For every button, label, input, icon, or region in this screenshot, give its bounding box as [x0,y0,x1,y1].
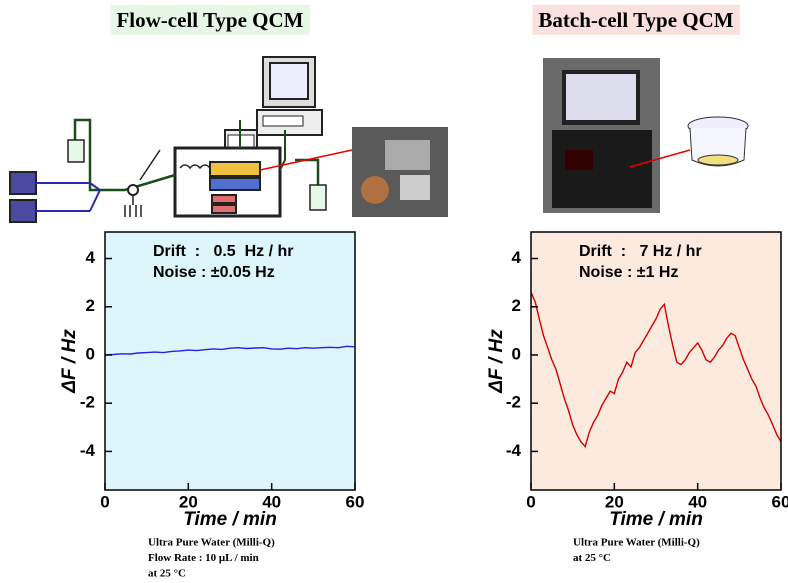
x-tick-label: 40 [688,492,707,511]
annotation: Drift : 7 Hz / hr [579,243,702,260]
y-tick-label: -4 [80,441,96,460]
x-tick-label: 60 [772,492,788,511]
y-tick-label: 0 [512,344,521,363]
x-tick-label: 0 [526,492,535,511]
plot-frame [530,231,782,491]
plot-frame [104,231,356,491]
data-line [531,292,781,449]
y-tick-label: -2 [506,393,521,412]
y-axis-label: ΔF / Hz [59,329,80,394]
x-tick-label: 20 [179,492,198,511]
caption: at 25 °C [148,568,186,580]
chart-title: Batch-cell Type QCM [538,8,733,32]
x-tick-label: 40 [262,492,281,511]
x-tick-label: 0 [100,492,109,511]
batch-cell-photo [543,58,749,213]
chart-title: Flow-cell Type QCM [116,8,303,32]
data-line [105,345,355,356]
x-axis-label: Time / min [183,509,277,530]
annotation: Drift : 0.5 Hz / hr [153,243,293,260]
y-tick-label: 2 [86,296,95,315]
x-tick-label: 60 [346,492,365,511]
title-background [110,4,310,35]
y-tick-label: 4 [512,248,522,267]
y-tick-label: -2 [80,393,95,412]
plot-background [531,232,781,490]
caption: Flow Rate : 10 μL / min [148,552,259,564]
y-tick-label: 0 [86,344,95,363]
caption: Ultra Pure Water (Milli-Q) [148,537,275,549]
x-tick-label: 20 [605,492,624,511]
plot [531,292,781,449]
y-tick-label: 4 [86,248,96,267]
y-tick-label: 2 [512,296,521,315]
caption: at 25 °C [573,552,611,564]
annotation: Noise : ±1 Hz [579,264,678,281]
title-background [532,4,740,35]
y-tick-label: -4 [506,441,522,460]
flow-cell-diagram [9,56,448,223]
y-axis-label: ΔF / Hz [486,329,507,394]
caption: Ultra Pure Water (Milli-Q) [573,537,700,549]
plot-background [105,232,355,490]
annotation: Noise : ±0.05 Hz [153,264,275,281]
plot [105,345,355,356]
x-axis-label: Time / min [609,509,703,530]
